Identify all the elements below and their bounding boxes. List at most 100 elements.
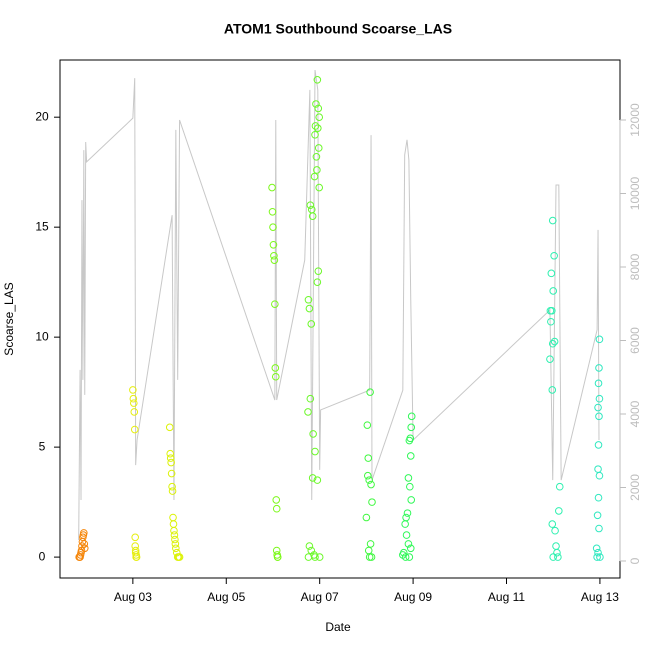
y-axis-label: Scoarse_LAS [2,282,16,355]
y2-tick-label: 10000 [628,176,642,210]
point [130,425,139,434]
point [595,335,604,344]
y-tick-label: 10 [35,329,49,343]
point [407,496,416,504]
point [595,412,603,421]
point [314,267,323,275]
point [129,394,138,403]
point [306,394,315,403]
point [80,540,89,548]
point [551,526,559,535]
x-tick-label: Aug 05 [207,590,245,604]
point [166,454,175,462]
point [170,531,179,539]
point [594,493,603,502]
point [405,436,414,445]
point [549,287,558,295]
point [171,535,179,544]
point [402,513,410,522]
point [548,306,556,315]
point [170,526,178,535]
y2-tick-label: 12000 [628,103,642,137]
point [552,542,560,550]
point [309,430,317,438]
point [406,482,414,491]
point [364,454,373,462]
point [401,520,409,528]
point [364,546,373,555]
point [548,216,557,225]
point [594,465,602,473]
x-tick-label: Aug 11 [488,590,525,604]
y2-tick-label: 2000 [628,474,642,501]
point [547,317,555,326]
y-tick-label: 0 [39,549,46,563]
point [311,447,319,456]
point [169,513,177,522]
point [169,520,178,528]
point [594,403,602,412]
point [367,480,375,489]
point [271,300,279,308]
point [595,524,603,533]
point [593,553,601,561]
point [130,408,139,416]
point [548,520,557,528]
point [268,207,277,216]
point [403,509,412,517]
point [306,201,315,209]
point [269,240,278,249]
x-axis-label: Date [325,620,351,634]
point [594,441,603,449]
point [592,544,601,553]
point [308,212,317,220]
point [366,388,374,396]
point [595,364,603,372]
y-tick-label: 5 [39,439,46,453]
point [168,482,176,491]
y2-tick-label: 4000 [628,400,642,427]
point [304,408,312,416]
point [131,533,139,542]
point [550,251,558,260]
x-tick-label: Aug 09 [394,590,432,604]
y2-tick-label: 8000 [628,253,642,280]
point [366,540,375,548]
point [272,496,281,504]
point [315,113,324,121]
point [404,540,413,548]
point [406,452,415,460]
point [363,471,372,480]
point [305,542,314,550]
point [310,172,319,181]
point [311,122,320,130]
y2-tick-label: 6000 [628,327,642,354]
point [405,553,414,561]
point [314,104,323,113]
point [167,458,175,467]
point [404,474,413,482]
point [314,124,322,132]
point [312,100,320,108]
point [304,295,313,304]
point [314,144,323,152]
point [368,498,376,506]
plot-box [59,59,621,579]
chart-title: ATOM1 Southbound Scoarse_LAS [224,21,452,37]
point [270,251,278,260]
point [365,476,373,484]
point [271,372,280,381]
point [553,548,561,557]
point [363,421,372,429]
point [304,553,313,561]
point [166,449,175,458]
y-tick-label: 15 [35,219,49,233]
point [548,339,557,348]
point [311,553,319,561]
point [80,529,88,537]
point [547,269,556,278]
point [313,166,321,174]
point [596,553,604,561]
point [550,337,559,346]
point [307,320,316,328]
